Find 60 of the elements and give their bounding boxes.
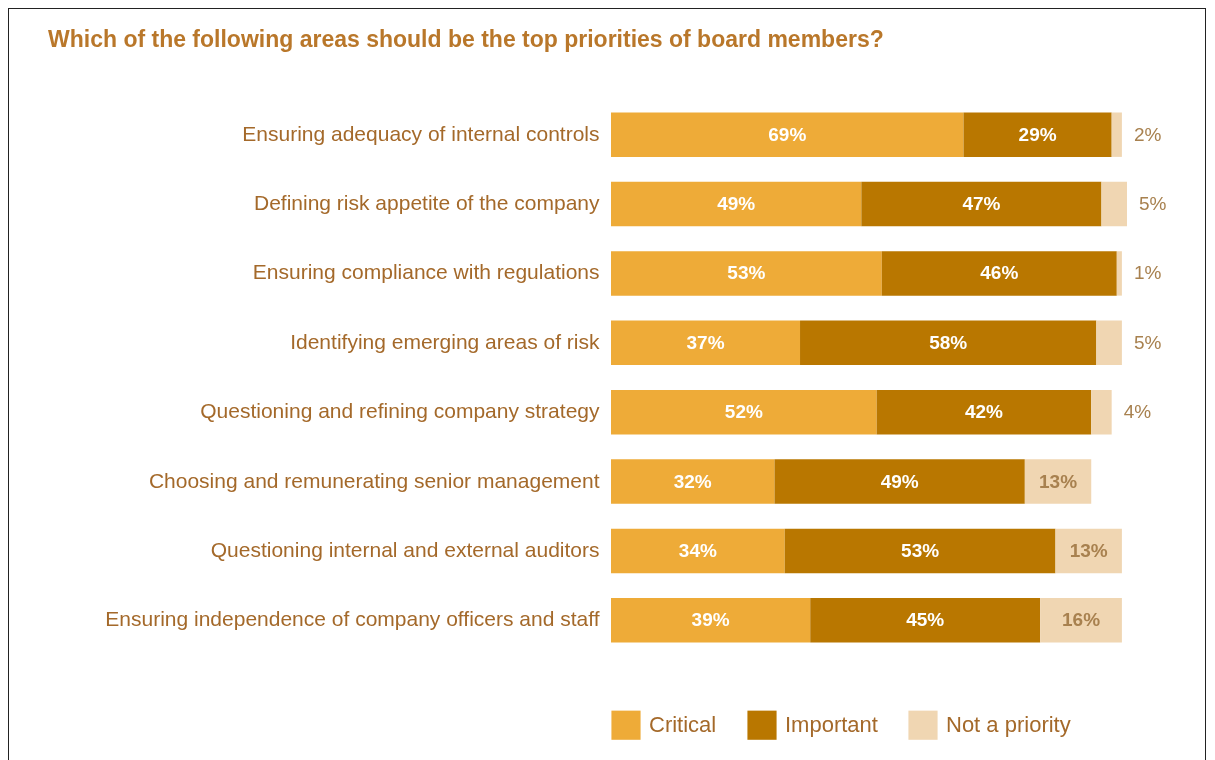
legend-label: Critical — [649, 712, 717, 738]
data-label: 4% — [1123, 401, 1152, 423]
bar — [774, 459, 1025, 504]
bar — [611, 389, 877, 435]
y-tick-label: Ensuring independence of company officers and staff — [105, 607, 600, 631]
bar — [611, 598, 811, 643]
bar — [1116, 251, 1122, 296]
data-label: 52% — [724, 401, 763, 423]
data-label: 49% — [717, 193, 756, 215]
bar — [881, 251, 1117, 296]
bar — [611, 320, 801, 366]
data-label: 42% — [964, 401, 1004, 423]
bar — [611, 181, 862, 227]
bar — [1101, 181, 1127, 227]
data-label: 46% — [980, 262, 1019, 284]
data-label: 53% — [727, 262, 766, 284]
data-label: 5% — [1133, 331, 1162, 353]
data-label: 47% — [962, 193, 1001, 215]
data-label: 34% — [678, 539, 717, 561]
legend-label: Important — [785, 712, 878, 738]
data-label: 1% — [1133, 262, 1162, 284]
data-label: 69% — [768, 123, 807, 145]
data-label: 32% — [673, 470, 712, 492]
data-label: 53% — [901, 539, 940, 561]
bar — [1024, 459, 1092, 504]
bar — [611, 112, 964, 157]
data-label: 37% — [686, 331, 725, 353]
data-label: 16% — [1062, 609, 1101, 631]
bar — [800, 320, 1097, 366]
bar — [784, 528, 1056, 574]
data-label: 13% — [1069, 539, 1108, 561]
bar — [963, 112, 1112, 157]
data-label: 29% — [1018, 123, 1057, 145]
bar — [611, 251, 882, 296]
data-label: 2% — [1133, 123, 1162, 145]
data-label: 13% — [1039, 470, 1078, 492]
y-tick-label: Identifying emerging areas of risk — [290, 329, 600, 353]
data-label: 58% — [929, 331, 968, 353]
y-tick-label: Ensuring adequacy of internal controls — [242, 121, 600, 145]
data-label: 45% — [906, 609, 945, 631]
bar — [611, 528, 785, 574]
y-tick-label: Defining risk appetite of the company — [253, 191, 600, 215]
chart-title: Which of the following areas should be the top priorities of board members? — [48, 26, 884, 53]
bar — [1091, 389, 1112, 435]
y-tick-label: Choosing and remunerating senior management — [148, 468, 600, 492]
y-tick-label: Questioning and refining company strategy — [200, 399, 600, 423]
data-label: 49% — [880, 470, 919, 492]
bar — [810, 598, 1041, 643]
data-label: 39% — [691, 609, 730, 631]
y-tick-label: Ensuring compliance with regulations — [252, 260, 600, 284]
y-tick-label: Questioning internal and external auditors — [210, 537, 600, 561]
bar — [1096, 320, 1122, 366]
data-label: 5% — [1139, 193, 1167, 215]
bar — [861, 181, 1102, 227]
bar — [876, 389, 1092, 435]
legend-label: Not a priority — [946, 712, 1071, 738]
bar — [1055, 528, 1122, 574]
bar — [1111, 112, 1122, 157]
bar — [1040, 598, 1122, 643]
bar — [611, 459, 775, 504]
